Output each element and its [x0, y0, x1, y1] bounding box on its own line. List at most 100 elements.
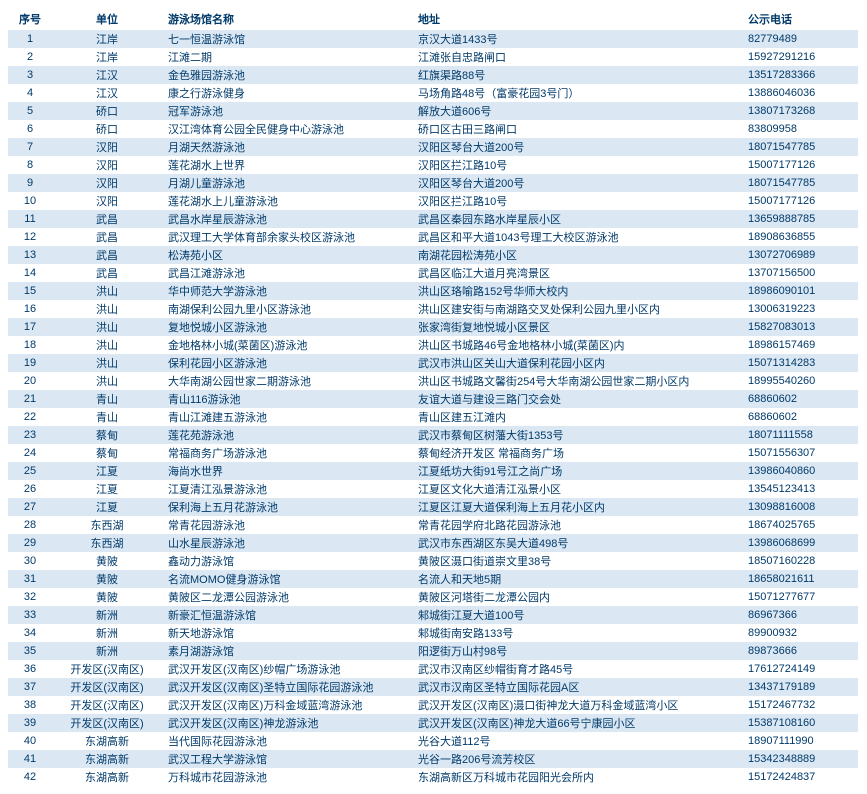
cell-unit: 东西湖: [52, 516, 162, 534]
cell-seq: 34: [8, 624, 52, 642]
cell-seq: 22: [8, 408, 52, 426]
cell-unit: 洪山: [52, 282, 162, 300]
cell-unit: 青山: [52, 408, 162, 426]
cell-phone: 13986040860: [742, 462, 858, 480]
col-header-name: 游泳场馆名称: [162, 8, 412, 30]
cell-unit: 东湖高新: [52, 732, 162, 750]
cell-name: 江夏清江泓景游泳池: [162, 480, 412, 498]
cell-seq: 30: [8, 552, 52, 570]
cell-seq: 35: [8, 642, 52, 660]
cell-addr: 红旗渠路88号: [412, 66, 742, 84]
cell-name: 万科城市花园游泳池: [162, 768, 412, 786]
cell-name: 新豪汇恒温游泳馆: [162, 606, 412, 624]
cell-unit: 东西湖: [52, 534, 162, 552]
cell-addr: 解放大道606号: [412, 102, 742, 120]
cell-unit: 黄陂: [52, 570, 162, 588]
table-header-row: 序号 单位 游泳场馆名称 地址 公示电话: [8, 8, 858, 30]
cell-name: 江滩二期: [162, 48, 412, 66]
cell-seq: 9: [8, 174, 52, 192]
table-row: 30黄陂鑫动力游泳馆黄陂区滠口街道崇文里38号18507160228: [8, 552, 858, 570]
cell-addr: 硚口区古田三路闸口: [412, 120, 742, 138]
cell-addr: 京汉大道1433号: [412, 30, 742, 48]
cell-name: 康之行游泳健身: [162, 84, 412, 102]
table-row: 40东湖高新当代国际花园游泳池光谷大道112号18907111990: [8, 732, 858, 750]
cell-seq: 20: [8, 372, 52, 390]
cell-unit: 武昌: [52, 264, 162, 282]
table-row: 24蔡甸常福商务广场游泳池蔡甸经济开发区 常福商务广场15071556307: [8, 444, 858, 462]
cell-addr: 江夏区文化大道清江泓景小区: [412, 480, 742, 498]
cell-name: 名流MOMO健身游泳馆: [162, 570, 412, 588]
cell-unit: 江夏: [52, 498, 162, 516]
cell-addr: 洪山区书城路46号金地格林小城(菜菌区)内: [412, 336, 742, 354]
cell-unit: 新洲: [52, 642, 162, 660]
cell-addr: 汉阳区拦江路10号: [412, 192, 742, 210]
cell-phone: 86967366: [742, 606, 858, 624]
cell-addr: 武汉市汉南区圣特立国际花园A区: [412, 678, 742, 696]
col-header-phone: 公示电话: [742, 8, 858, 30]
cell-unit: 开发区(汉南区): [52, 696, 162, 714]
cell-addr: 武汉市洪山区关山大道保利花园小区内: [412, 354, 742, 372]
cell-phone: 68860602: [742, 408, 858, 426]
cell-unit: 汉阳: [52, 138, 162, 156]
cell-addr: 邾城街南安路133号: [412, 624, 742, 642]
cell-unit: 汉阳: [52, 156, 162, 174]
cell-unit: 黄陂: [52, 552, 162, 570]
table-row: 3江汉金色雅园游泳池红旗渠路88号13517283366: [8, 66, 858, 84]
cell-phone: 18986090101: [742, 282, 858, 300]
cell-unit: 洪山: [52, 300, 162, 318]
cell-addr: 光谷一路206号流芳校区: [412, 750, 742, 768]
cell-unit: 武昌: [52, 228, 162, 246]
cell-seq: 28: [8, 516, 52, 534]
cell-seq: 5: [8, 102, 52, 120]
cell-name: 鑫动力游泳馆: [162, 552, 412, 570]
cell-phone: 15071314283: [742, 354, 858, 372]
cell-seq: 10: [8, 192, 52, 210]
cell-addr: 洪山区珞喻路152号华师大校内: [412, 282, 742, 300]
cell-phone: 13437179189: [742, 678, 858, 696]
cell-phone: 13986068699: [742, 534, 858, 552]
cell-addr: 汉阳区琴台大道200号: [412, 174, 742, 192]
cell-seq: 3: [8, 66, 52, 84]
cell-addr: 汉阳区拦江路10号: [412, 156, 742, 174]
cell-name: 松涛苑小区: [162, 246, 412, 264]
table-row: 17洪山复地悦城小区游泳池张家湾街复地悦城小区景区15827083013: [8, 318, 858, 336]
cell-name: 常福商务广场游泳池: [162, 444, 412, 462]
table-row: 34新洲新天地游泳馆邾城街南安路133号89900932: [8, 624, 858, 642]
cell-unit: 新洲: [52, 624, 162, 642]
cell-unit: 汉阳: [52, 192, 162, 210]
cell-phone: 18071111558: [742, 426, 858, 444]
table-row: 11武昌武昌水岸星辰游泳池武昌区秦园东路水岸星辰小区13659888785: [8, 210, 858, 228]
cell-unit: 江夏: [52, 480, 162, 498]
table-row: 35新洲素月湖游泳馆阳逻街万山村98号89873666: [8, 642, 858, 660]
cell-name: 冠军游泳池: [162, 102, 412, 120]
cell-unit: 江汉: [52, 66, 162, 84]
cell-addr: 洪山区书城路文馨街254号大华南湖公园世家二期小区内: [412, 372, 742, 390]
table-row: 37开发区(汉南区)武汉开发区(汉南区)圣特立国际花园游泳池武汉市汉南区圣特立国…: [8, 678, 858, 696]
col-header-seq: 序号: [8, 8, 52, 30]
cell-phone: 15007177126: [742, 192, 858, 210]
cell-seq: 1: [8, 30, 52, 48]
table-row: 20洪山大华南湖公园世家二期游泳池洪山区书城路文馨街254号大华南湖公园世家二期…: [8, 372, 858, 390]
cell-seq: 12: [8, 228, 52, 246]
cell-unit: 开发区(汉南区): [52, 714, 162, 732]
cell-phone: 18674025765: [742, 516, 858, 534]
cell-unit: 江夏: [52, 462, 162, 480]
cell-unit: 开发区(汉南区): [52, 678, 162, 696]
cell-seq: 16: [8, 300, 52, 318]
cell-seq: 7: [8, 138, 52, 156]
cell-name: 大华南湖公园世家二期游泳池: [162, 372, 412, 390]
cell-unit: 黄陂: [52, 588, 162, 606]
cell-unit: 洪山: [52, 318, 162, 336]
cell-seq: 23: [8, 426, 52, 444]
cell-addr: 马场角路48号（富豪花园3号门）: [412, 84, 742, 102]
cell-phone: 13098816008: [742, 498, 858, 516]
cell-seq: 33: [8, 606, 52, 624]
cell-addr: 武汉市汉南区纱帽街育才路45号: [412, 660, 742, 678]
cell-addr: 张家湾街复地悦城小区景区: [412, 318, 742, 336]
table-row: 23蔡甸莲花苑游泳池武汉市蔡甸区树藩大街1353号18071111558: [8, 426, 858, 444]
cell-seq: 21: [8, 390, 52, 408]
cell-addr: 黄陂区滠口街道崇文里38号: [412, 552, 742, 570]
cell-addr: 武汉市蔡甸区树藩大街1353号: [412, 426, 742, 444]
table-row: 15洪山华中师范大学游泳池洪山区珞喻路152号华师大校内18986090101: [8, 282, 858, 300]
cell-unit: 东湖高新: [52, 768, 162, 786]
